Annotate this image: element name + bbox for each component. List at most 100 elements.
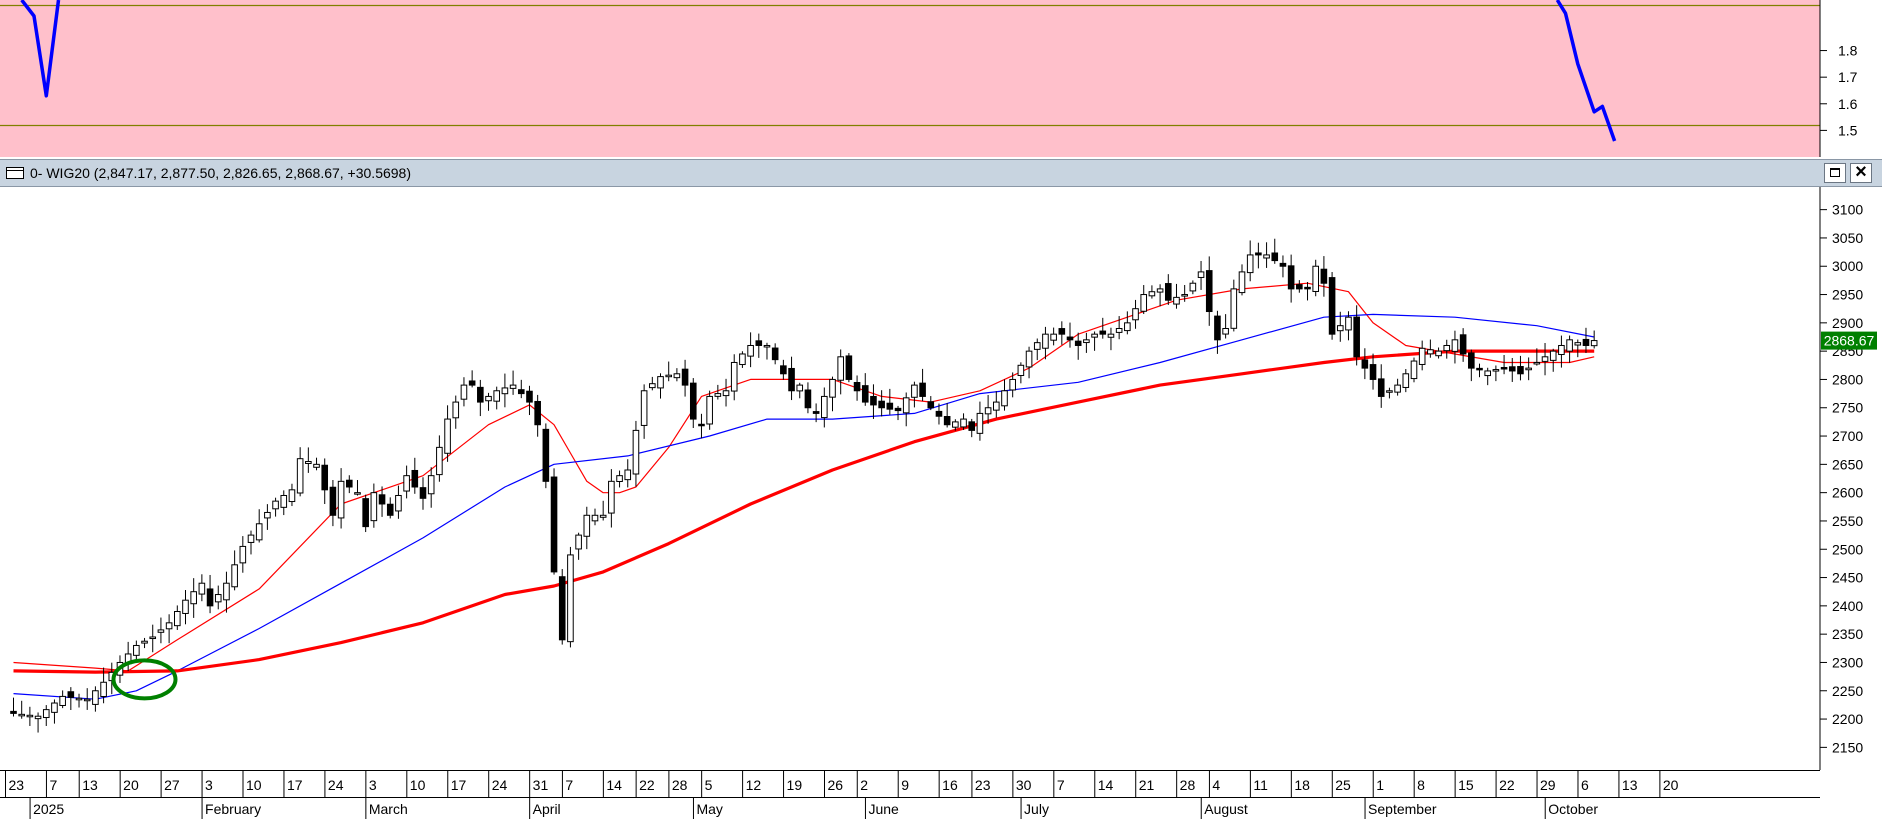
- close-button[interactable]: ×: [1850, 162, 1872, 183]
- candlestick: [1418, 340, 1426, 371]
- candle-body: [804, 389, 812, 409]
- date-tick-label: 20: [1663, 777, 1679, 793]
- candle-body: [305, 461, 312, 464]
- candlestick: [788, 356, 795, 401]
- candlestick: [34, 712, 42, 733]
- candlestick: [305, 447, 312, 473]
- candlestick: [411, 457, 419, 494]
- candle-body: [1304, 286, 1311, 290]
- candle-body: [1279, 262, 1287, 267]
- candle-body: [526, 390, 533, 403]
- candlestick: [386, 497, 394, 519]
- candle-body: [1238, 271, 1246, 294]
- candle-body: [1508, 366, 1516, 372]
- candlestick: [370, 483, 378, 528]
- candle-body: [1549, 350, 1557, 361]
- candle-body: [608, 480, 615, 514]
- candlestick: [231, 550, 238, 591]
- date-tick-label: 28: [1180, 777, 1196, 793]
- candlestick: [444, 405, 451, 462]
- candlestick: [550, 468, 558, 575]
- candlestick: [632, 420, 640, 487]
- candlestick: [984, 395, 992, 424]
- candle-body: [59, 695, 66, 706]
- maximize-button[interactable]: [1824, 163, 1846, 183]
- candle-body: [1394, 384, 1401, 393]
- candle-body: [1361, 359, 1369, 369]
- indicator-background: [0, 0, 1820, 157]
- candle-body: [67, 691, 75, 698]
- candle-body: [296, 458, 304, 494]
- candle-body: [272, 500, 279, 510]
- candle-body: [1009, 378, 1016, 391]
- candlestick: [796, 382, 804, 399]
- candle-body: [1173, 296, 1180, 305]
- candle-body: [534, 400, 541, 426]
- candlestick: [419, 477, 427, 510]
- candle-body: [624, 469, 632, 481]
- candlestick: [763, 342, 771, 360]
- candlestick: [1377, 364, 1385, 408]
- candlestick: [919, 368, 926, 402]
- candle-body: [149, 636, 157, 640]
- candlestick: [542, 423, 550, 489]
- candlestick: [468, 370, 476, 388]
- indicator-tick-label: 1.5: [1838, 122, 1858, 138]
- last-price-label: 2868.67: [1824, 333, 1875, 349]
- candle-body: [845, 355, 853, 380]
- candlestick: [649, 376, 656, 391]
- candle-body: [1443, 344, 1451, 352]
- month-label: March: [369, 801, 408, 817]
- candlestick: [1279, 255, 1287, 278]
- candlestick: [452, 395, 460, 429]
- candle-body: [1386, 390, 1393, 393]
- candlestick: [1066, 322, 1074, 348]
- candle-body: [706, 395, 713, 425]
- candlestick: [1263, 242, 1270, 268]
- candlestick: [92, 686, 99, 712]
- month-label: September: [1368, 801, 1437, 817]
- candlestick: [747, 332, 754, 368]
- candle-body: [501, 387, 509, 395]
- candlestick: [18, 700, 25, 719]
- candle-body: [935, 410, 943, 417]
- candlestick: [534, 394, 541, 437]
- candle-body: [42, 709, 50, 719]
- candlestick: [1369, 353, 1377, 390]
- price-tick-label: 2750: [1832, 400, 1863, 416]
- candlestick: [1558, 335, 1565, 368]
- candlestick: [1312, 259, 1320, 297]
- candle-body: [1050, 333, 1057, 341]
- candle-body: [411, 469, 419, 488]
- candle-body: [837, 356, 844, 381]
- candle-body: [345, 479, 353, 488]
- candle-body: [1296, 284, 1303, 290]
- price-tick-label: 2450: [1832, 570, 1863, 586]
- candlestick: [395, 485, 402, 519]
- date-tick-label: 25: [1335, 777, 1351, 793]
- candle-body: [1345, 316, 1352, 331]
- candlestick: [264, 504, 271, 530]
- indicator-line: [20, 0, 61, 98]
- candlestick: [1181, 285, 1188, 302]
- candle-body: [51, 702, 58, 713]
- candle-body: [673, 373, 681, 379]
- candle-body: [141, 640, 148, 644]
- candlestick: [1296, 280, 1303, 293]
- candle-body: [1566, 339, 1573, 352]
- date-tick-label: 9: [901, 777, 909, 793]
- month-label: July: [1024, 801, 1049, 817]
- candlestick: [1394, 378, 1401, 396]
- candlestick: [337, 468, 345, 529]
- candle-body: [567, 554, 574, 643]
- candle-body: [157, 629, 165, 633]
- candle-body: [92, 690, 99, 705]
- price-tick-label: 2700: [1832, 428, 1863, 444]
- candlestick: [10, 697, 17, 717]
- price-tick-label: 2500: [1832, 541, 1863, 557]
- candlestick: [1508, 357, 1516, 382]
- candle-body: [477, 386, 484, 403]
- candle-body: [1066, 336, 1074, 341]
- candle-body: [362, 498, 369, 528]
- candle-body: [542, 428, 550, 482]
